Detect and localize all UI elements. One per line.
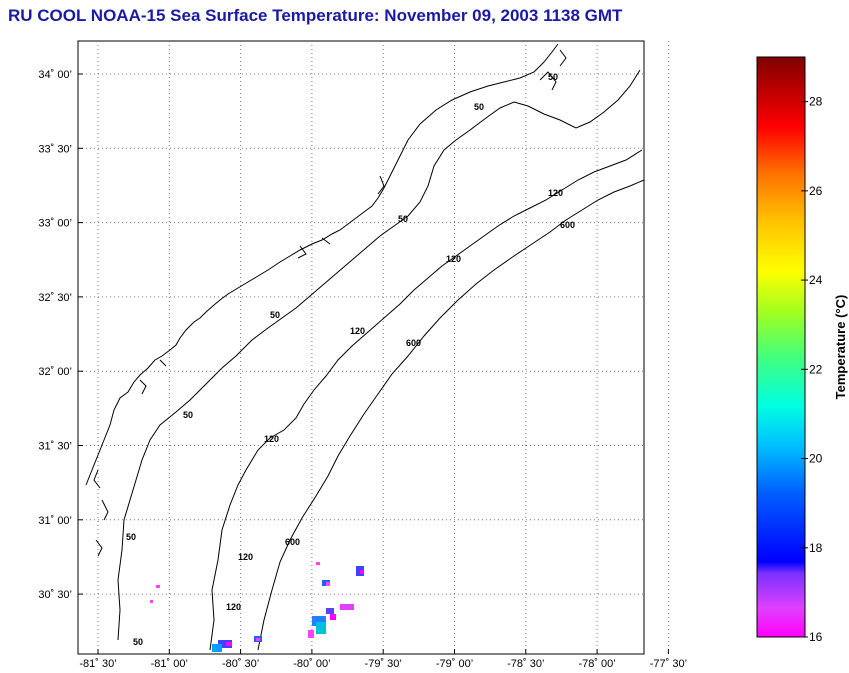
isobath-50 [117, 69, 641, 641]
colorbar-tick-label: 20 [809, 452, 823, 466]
colorbar-tick-label: 24 [809, 273, 823, 287]
longitude-tick-label: -81˚ 30’ [79, 658, 116, 670]
map-frame [77, 40, 645, 655]
latitude-tick-label: 34˚ 00’ [38, 69, 72, 81]
contour-label: 50 [548, 72, 558, 82]
map-title: RU COOL NOAA-15 Sea Surface Temperature:… [8, 6, 623, 25]
contour-label: 120 [264, 434, 279, 444]
longitude-tick-label: -77˚ 30’ [650, 658, 687, 670]
longitude-tick-label: -78˚ 30’ [507, 658, 544, 670]
colorbar-ticks: 16 18 20 22 24 26 28 [801, 95, 823, 644]
sst-data-patches [150, 562, 364, 652]
contour-label: 600 [285, 537, 300, 547]
latitude-tick-label: 31˚ 30’ [38, 441, 72, 453]
contour-label: 120 [226, 602, 241, 612]
latitude-tick-label: 33˚ 30’ [38, 143, 72, 155]
colorbar-tick-label: 16 [809, 630, 823, 644]
longitude-tick-label: -80˚ 00’ [293, 658, 330, 670]
contour-label: 50 [474, 102, 484, 112]
isobath-120 [209, 149, 643, 651]
longitude-tick-label: -79˚ 00’ [436, 658, 473, 670]
longitude-tick-label: -80˚ 30’ [222, 658, 259, 670]
contour-label: 120 [548, 188, 563, 198]
contour-label: 50 [183, 410, 193, 420]
contour-label: 120 [238, 552, 253, 562]
contour-label: 120 [350, 326, 365, 336]
colorbar-tick-label: 26 [809, 184, 823, 198]
longitude-tick-label: -81˚ 00’ [151, 658, 188, 670]
colorbar-tick-label: 22 [809, 362, 823, 376]
longitude-tick-label: -79˚ 30’ [365, 658, 402, 670]
graticule [78, 41, 669, 654]
latitude-tick-label: 32˚ 30’ [38, 292, 72, 304]
latitude-tick-label: 31˚ 00’ [38, 515, 72, 527]
latitude-axis: 34˚ 00’ 33˚ 30’ 33˚ 00’ 32˚ 30’ 32˚ 00’ 31˚ 3… [38, 69, 72, 601]
colorbar-tick-label: 18 [809, 541, 823, 555]
contour-label: 50 [270, 310, 280, 320]
contour-label: 120 [446, 254, 461, 264]
isobath-600 [257, 179, 645, 651]
contour-label: 600 [406, 338, 421, 348]
coastline [85, 43, 559, 486]
longitude-axis: -81˚ 30’ -81˚ 00’ -80˚ 30’ -80˚ 00’ -79˚ 30’… [79, 658, 687, 670]
latitude-tick-label: 33˚ 00’ [38, 218, 72, 230]
latitude-tick-label: 30˚ 30’ [38, 589, 72, 601]
contour-label: 50 [126, 532, 136, 542]
contour-label: 50 [398, 214, 408, 224]
longitude-tick-label: -78˚ 00’ [578, 658, 615, 670]
colorbar [756, 56, 806, 638]
colorbar-tick-label: 28 [809, 95, 823, 109]
latitude-tick-label: 32˚ 00’ [38, 366, 72, 378]
contour-label: 50 [133, 637, 143, 647]
coastline-islands [93, 49, 567, 557]
colorbar-label: Temperature (°C) [833, 295, 848, 400]
contour-label: 600 [560, 220, 575, 230]
